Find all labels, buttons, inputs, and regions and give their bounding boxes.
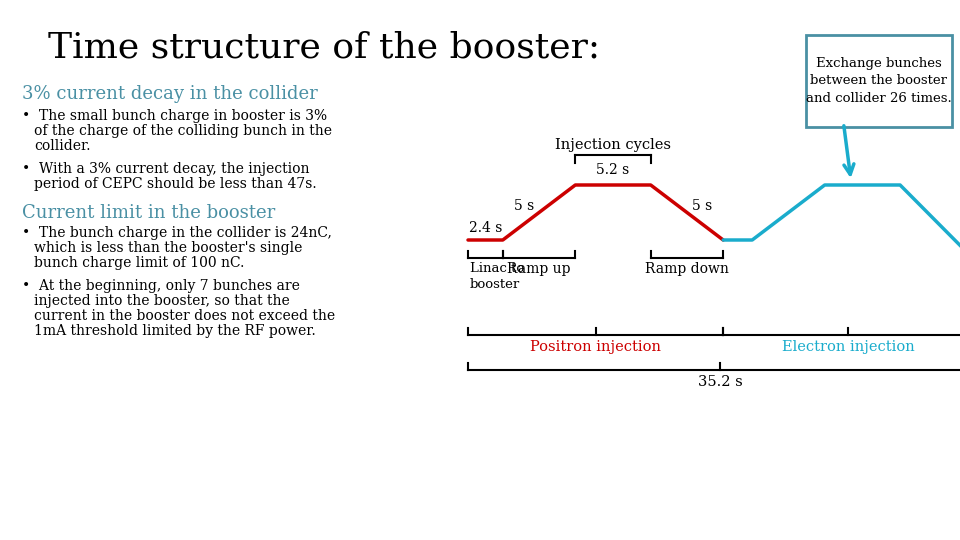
Text: Linac to
booster: Linac to booster (470, 262, 524, 291)
Text: 3% current decay in the collider: 3% current decay in the collider (22, 85, 318, 103)
Text: Ramp down: Ramp down (645, 262, 729, 276)
Text: •  With a 3% current decay, the injection: • With a 3% current decay, the injection (22, 162, 309, 176)
Text: bunch charge limit of 100 nC.: bunch charge limit of 100 nC. (34, 256, 245, 270)
FancyBboxPatch shape (806, 35, 952, 127)
Text: current in the booster does not exceed the: current in the booster does not exceed t… (34, 309, 335, 323)
Text: period of CEPC should be less than 47s.: period of CEPC should be less than 47s. (34, 177, 317, 191)
Text: 5 s: 5 s (514, 199, 534, 213)
Text: 35.2 s: 35.2 s (698, 375, 743, 389)
Text: 1mA threshold limited by the RF power.: 1mA threshold limited by the RF power. (34, 324, 316, 338)
Text: which is less than the booster's single: which is less than the booster's single (34, 241, 302, 255)
Text: •  The small bunch charge in booster is 3%: • The small bunch charge in booster is 3… (22, 109, 327, 123)
Text: 2.4 s: 2.4 s (468, 221, 502, 235)
Text: •  The bunch charge in the collider is 24nC,: • The bunch charge in the collider is 24… (22, 226, 332, 240)
Text: Time structure of the booster:: Time structure of the booster: (48, 30, 600, 64)
Text: collider.: collider. (34, 139, 90, 153)
Text: injected into the booster, so that the: injected into the booster, so that the (34, 294, 290, 308)
Text: Electron injection: Electron injection (781, 340, 914, 354)
Text: 5.2 s: 5.2 s (596, 163, 630, 177)
Text: •  At the beginning, only 7 bunches are: • At the beginning, only 7 bunches are (22, 279, 300, 293)
Text: 5 s: 5 s (692, 199, 712, 213)
Text: Exchange bunches
between the booster
and collider 26 times.: Exchange bunches between the booster and… (806, 57, 952, 105)
Text: of the charge of the colliding bunch in the: of the charge of the colliding bunch in … (34, 124, 332, 138)
Text: Positron injection: Positron injection (530, 340, 661, 354)
Text: Injection cycles: Injection cycles (555, 138, 671, 152)
Text: Ramp up: Ramp up (507, 262, 571, 276)
Text: Current limit in the booster: Current limit in the booster (22, 204, 276, 222)
